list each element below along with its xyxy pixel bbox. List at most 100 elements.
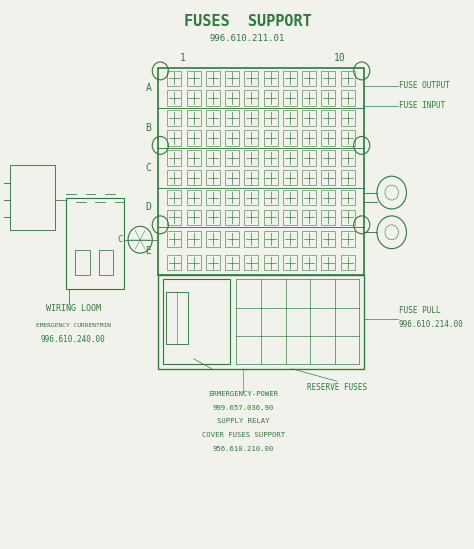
- Text: ERMERGENCY-POWER: ERMERGENCY-POWER: [208, 391, 278, 397]
- Bar: [187, 130, 201, 145]
- Bar: [225, 190, 239, 205]
- Bar: [99, 250, 113, 274]
- Bar: [321, 190, 335, 205]
- Bar: [206, 150, 220, 166]
- Text: 999.657.036.90: 999.657.036.90: [212, 405, 273, 411]
- Bar: [163, 279, 230, 364]
- Bar: [302, 150, 316, 166]
- Bar: [264, 170, 278, 186]
- Bar: [225, 210, 239, 225]
- Text: FUSE INPUT: FUSE INPUT: [399, 101, 445, 110]
- Text: 956.610.210.00: 956.610.210.00: [212, 446, 273, 452]
- Bar: [245, 170, 258, 186]
- Text: 996.610.214.00: 996.610.214.00: [399, 320, 464, 329]
- Bar: [187, 150, 201, 166]
- Bar: [187, 210, 201, 225]
- Bar: [206, 190, 220, 205]
- Bar: [166, 292, 189, 344]
- Bar: [283, 110, 297, 126]
- Bar: [321, 110, 335, 126]
- Bar: [206, 255, 220, 271]
- Bar: [75, 250, 90, 274]
- Text: C: C: [118, 235, 123, 244]
- Bar: [302, 255, 316, 271]
- Bar: [283, 71, 297, 86]
- Bar: [245, 210, 258, 225]
- Bar: [264, 91, 278, 106]
- Bar: [302, 91, 316, 106]
- Bar: [167, 170, 182, 186]
- Text: RESERVE FUSES: RESERVE FUSES: [307, 383, 367, 392]
- Bar: [245, 190, 258, 205]
- Bar: [225, 91, 239, 106]
- Bar: [225, 170, 239, 186]
- Bar: [187, 110, 201, 126]
- Bar: [167, 231, 182, 247]
- Bar: [302, 210, 316, 225]
- Bar: [302, 71, 316, 86]
- Bar: [167, 255, 182, 271]
- Bar: [302, 231, 316, 247]
- Bar: [264, 190, 278, 205]
- Bar: [264, 130, 278, 145]
- Bar: [245, 71, 258, 86]
- Bar: [264, 71, 278, 86]
- Bar: [321, 231, 335, 247]
- Bar: [206, 71, 220, 86]
- Bar: [167, 130, 182, 145]
- Bar: [283, 91, 297, 106]
- Text: E: E: [146, 246, 151, 256]
- Bar: [341, 110, 355, 126]
- Bar: [167, 110, 182, 126]
- Bar: [321, 71, 335, 86]
- Text: C: C: [146, 163, 151, 173]
- Bar: [264, 150, 278, 166]
- Bar: [341, 190, 355, 205]
- Bar: [206, 170, 220, 186]
- Bar: [167, 190, 182, 205]
- Bar: [245, 231, 258, 247]
- Text: 996.610.211.01: 996.610.211.01: [210, 34, 285, 43]
- Bar: [341, 150, 355, 166]
- Bar: [225, 150, 239, 166]
- Bar: [206, 110, 220, 126]
- Text: SUPPLY RELAY: SUPPLY RELAY: [217, 418, 269, 424]
- Bar: [264, 210, 278, 225]
- Text: A: A: [146, 83, 151, 93]
- Bar: [245, 150, 258, 166]
- Text: B: B: [146, 123, 151, 133]
- Bar: [158, 274, 364, 369]
- Bar: [225, 71, 239, 86]
- Bar: [264, 110, 278, 126]
- Text: COVER FUSES SUPPORT: COVER FUSES SUPPORT: [201, 433, 285, 439]
- Bar: [206, 91, 220, 106]
- Bar: [225, 130, 239, 145]
- Bar: [264, 255, 278, 271]
- Text: 10: 10: [334, 53, 345, 64]
- Bar: [302, 130, 316, 145]
- Bar: [341, 210, 355, 225]
- Bar: [187, 91, 201, 106]
- Bar: [341, 231, 355, 247]
- Text: WIRING LOOM: WIRING LOOM: [46, 304, 100, 313]
- Bar: [187, 255, 201, 271]
- Text: FUSE PULL: FUSE PULL: [399, 306, 440, 315]
- Bar: [283, 231, 297, 247]
- Bar: [167, 210, 182, 225]
- Text: 1: 1: [180, 53, 186, 64]
- Bar: [341, 255, 355, 271]
- Bar: [245, 130, 258, 145]
- Text: 996.610.240.00: 996.610.240.00: [41, 334, 105, 344]
- Bar: [158, 69, 364, 274]
- Bar: [321, 170, 335, 186]
- Bar: [283, 150, 297, 166]
- Bar: [187, 231, 201, 247]
- Bar: [283, 170, 297, 186]
- Bar: [245, 255, 258, 271]
- Text: FUSES  SUPPORT: FUSES SUPPORT: [184, 14, 311, 29]
- Bar: [321, 255, 335, 271]
- Bar: [66, 198, 125, 289]
- Bar: [341, 170, 355, 186]
- Bar: [225, 255, 239, 271]
- Bar: [206, 210, 220, 225]
